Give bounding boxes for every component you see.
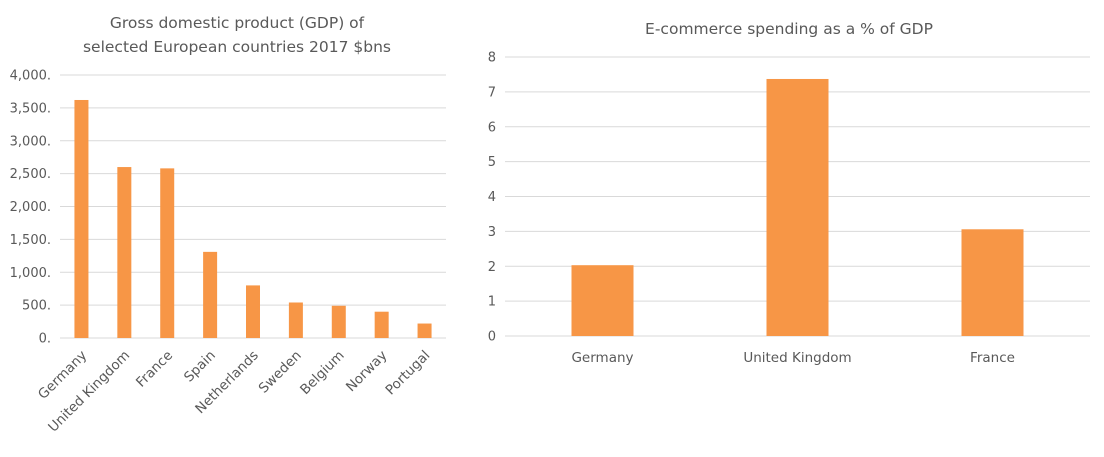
x-category-label: Portugal [383, 348, 434, 399]
y-tick-label: 3,500. [10, 101, 51, 116]
chart-1: Gross domestic product (GDP) of selected … [10, 14, 446, 435]
y-tick-label: 4,000. [10, 69, 51, 84]
y-tick-label: 0. [39, 332, 51, 347]
y-tick-label: 5 [488, 155, 496, 170]
y-tick-label: 2,500. [10, 167, 51, 182]
x-category-label: Spain [181, 348, 219, 386]
y-tick-label: 8 [488, 51, 496, 66]
y-tick-label: 6 [488, 120, 496, 135]
y-tick-label: 2 [488, 260, 496, 275]
y-tick-label: 0 [488, 330, 496, 345]
y-tick-label: 7 [488, 85, 496, 100]
chart-title-line: E-commerce spending as a % of GDP [645, 20, 933, 38]
bar [74, 99, 89, 338]
bar [961, 229, 1024, 336]
bar [571, 265, 634, 336]
chart-title-line: selected European countries 2017 $bns [83, 38, 391, 56]
x-category-label: Sweden [256, 348, 305, 397]
bar [117, 167, 132, 338]
x-category-label: Germany [571, 350, 633, 366]
bar [288, 302, 303, 338]
bar [203, 251, 218, 338]
bar [246, 285, 260, 338]
chart-2: E-commerce spending as a % of GDP 0 1 2 3 4 5 6… [488, 20, 1090, 366]
y-tick-label: 3 [488, 225, 496, 240]
x-category-label: France [133, 348, 176, 391]
y-tick-label: 1,500. [10, 233, 51, 248]
x-category-label: United Kingdom [743, 350, 851, 366]
bar [766, 78, 829, 336]
y-tick-label: 3,000. [10, 134, 51, 149]
bar [374, 311, 389, 338]
chart-title-line: Gross domestic product (GDP) of [110, 14, 365, 32]
bar [417, 323, 432, 338]
y-tick-label: 4 [488, 190, 496, 205]
bar [160, 168, 175, 338]
x-category-label: France [970, 350, 1015, 366]
y-tick-label: 1 [488, 295, 496, 310]
x-category-label: United Kingdom [45, 348, 133, 436]
x-category-label: Belgium [297, 348, 347, 398]
y-tick-label: 1,000. [10, 266, 51, 281]
bar [331, 305, 346, 338]
y-tick-label: 500. [22, 299, 51, 314]
y-tick-label: 2,000. [10, 200, 51, 215]
